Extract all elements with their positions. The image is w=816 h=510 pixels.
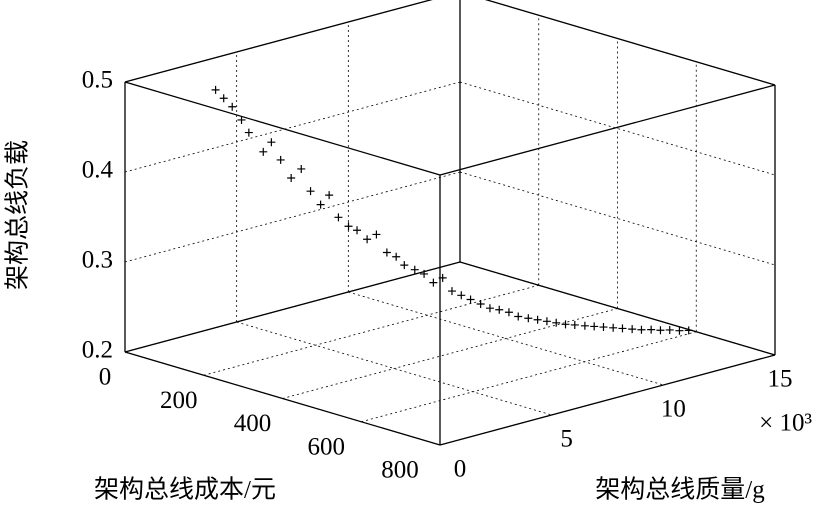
data-point	[504, 308, 513, 317]
data-point	[400, 261, 409, 270]
data-point	[372, 230, 381, 239]
data-point	[334, 213, 343, 222]
x-axis-label: 架构总线成本/元	[94, 476, 276, 504]
data-point	[609, 323, 618, 332]
z-axis-label: 架构总线负载	[4, 140, 32, 290]
data-point	[244, 128, 253, 137]
data-point	[656, 326, 665, 335]
data-point	[228, 102, 237, 111]
grid-line	[361, 331, 697, 423]
data-point	[438, 273, 447, 282]
x-tick-label: 200	[160, 387, 198, 414]
z-tick-label: 0.4	[82, 157, 114, 184]
box-edge	[124, 81, 441, 176]
data-point	[599, 323, 608, 332]
data-point	[297, 164, 306, 173]
data-point	[524, 314, 533, 323]
data-point	[382, 248, 391, 257]
data-point	[533, 315, 542, 324]
data-point	[514, 312, 523, 321]
y-multiplier: × 10³	[759, 410, 812, 437]
x-tick-label: 600	[308, 433, 346, 460]
data-point	[618, 324, 627, 333]
x-tick-label: 800	[381, 457, 419, 484]
y-tick-label: 5	[560, 426, 573, 453]
box-edge	[124, 0, 433, 83]
data-point	[259, 147, 268, 156]
x-tick-label: 0	[99, 364, 112, 391]
data-point	[552, 318, 561, 327]
box-edge	[439, 84, 776, 176]
data-point	[637, 325, 646, 334]
y-tick-label: 0	[454, 456, 467, 483]
data-point	[542, 317, 551, 326]
data-point	[647, 325, 656, 334]
data-point	[429, 278, 438, 287]
data-point	[420, 269, 429, 278]
grid-line	[124, 171, 461, 263]
data-point	[363, 235, 372, 244]
data-point	[466, 295, 475, 304]
data-point	[457, 291, 466, 300]
data-point	[316, 200, 325, 209]
y-axis-label: 架构总线质量/g	[595, 476, 765, 504]
data-point	[392, 252, 401, 261]
data-point	[665, 325, 674, 334]
data-point	[485, 304, 494, 313]
grid-line	[124, 0, 432, 83]
data-point	[495, 305, 504, 314]
data-point	[476, 299, 485, 308]
z-tick-label: 0.5	[82, 67, 113, 94]
data-point	[561, 320, 570, 329]
box-edge	[124, 351, 441, 446]
data-point	[580, 321, 589, 330]
data-point	[325, 191, 334, 200]
data-point	[287, 173, 296, 182]
box-edge	[439, 354, 776, 446]
box-edge	[124, 261, 461, 353]
data-point	[628, 325, 637, 334]
data-point	[447, 287, 456, 296]
z-tick-label: 0.3	[82, 247, 113, 274]
data-point	[675, 326, 684, 335]
data-point	[276, 155, 285, 164]
data-point	[353, 226, 362, 235]
data-point	[237, 115, 246, 124]
x-tick-label: 400	[234, 410, 272, 437]
data-point	[570, 320, 579, 329]
data-point	[590, 322, 599, 331]
y-tick-label: 15	[768, 366, 793, 393]
box-edge	[459, 261, 776, 356]
box-edge	[484, 0, 776, 86]
data-point	[219, 94, 228, 103]
data-point	[344, 222, 353, 231]
data-point	[410, 265, 419, 274]
data-point	[267, 138, 276, 147]
z-tick-label: 0.2	[82, 337, 113, 364]
grid-line	[124, 81, 461, 173]
data-point	[684, 326, 693, 335]
y-tick-label: 10	[661, 396, 686, 423]
data-point	[211, 85, 220, 94]
data-point	[306, 187, 315, 196]
